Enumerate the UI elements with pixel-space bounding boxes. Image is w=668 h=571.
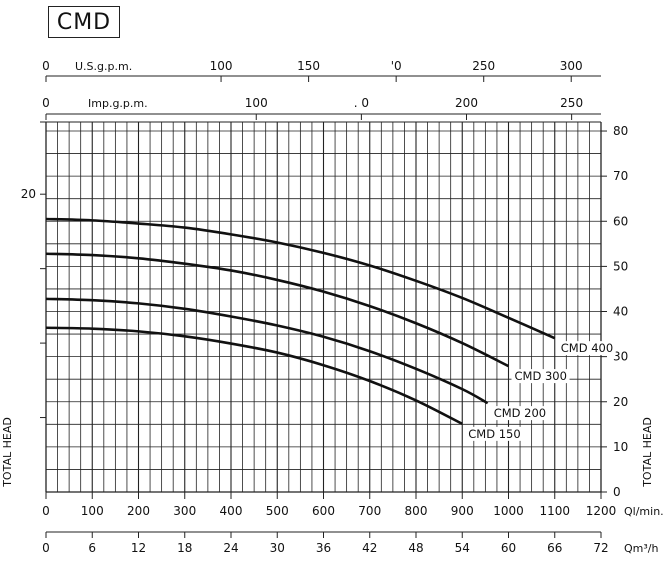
series-label: CMD 300 xyxy=(515,369,567,383)
series-label-bg xyxy=(465,426,524,441)
m3h-tick-label: 48 xyxy=(408,541,423,555)
lmin-tick-label: 0 xyxy=(42,504,50,518)
right-tick-label: 60 xyxy=(613,214,628,228)
usgpm-tick-label: 250 xyxy=(472,59,495,73)
series-line-cmd-300 xyxy=(45,252,510,368)
usgpm-tick-label: 100 xyxy=(210,59,233,73)
right-tick-label: 50 xyxy=(613,259,628,273)
impgpm-tick-label: 250 xyxy=(560,96,583,110)
usgpm-tick-label: 0 xyxy=(42,59,50,73)
m3h-tick-label: 30 xyxy=(270,541,285,555)
m3h-tick-label: 6 xyxy=(88,541,96,555)
lmin-tick-label: 1100 xyxy=(539,504,570,518)
usgpm-tick-label: 300 xyxy=(560,59,583,73)
m3h-tick-label: 66 xyxy=(547,541,562,555)
m3h-tick-label: 60 xyxy=(501,541,516,555)
m3h-tick-label: 42 xyxy=(362,541,377,555)
right-tick-label: 80 xyxy=(613,124,628,138)
series-label: CMD 400 xyxy=(561,341,613,355)
lmin-tick-label: 600 xyxy=(312,504,335,518)
series-label-bg xyxy=(557,341,616,356)
left-axis-title: TOTAL HEAD xyxy=(1,417,14,488)
right-tick-label: 0 xyxy=(613,485,621,499)
impgpm-tick-label: . 0 xyxy=(354,96,369,110)
usgpm-tick-label: '0 xyxy=(391,59,402,73)
lmin-tick-label: 800 xyxy=(405,504,428,518)
usgpm-axis-label: U.S.g.p.m. xyxy=(75,60,132,73)
lmin-tick-label: 500 xyxy=(266,504,289,518)
series-label: CMD 150 xyxy=(468,427,520,441)
series-label-bg xyxy=(490,406,549,421)
left-tick-label: 20 xyxy=(21,187,36,201)
series-label: CMD 200 xyxy=(494,406,546,420)
impgpm-tick-label: 200 xyxy=(455,96,478,110)
lmin-tick-label: 1000 xyxy=(493,504,524,518)
m3h-tick-label: 24 xyxy=(223,541,238,555)
series-line-cmd-400 xyxy=(45,217,556,340)
m3h-tick-label: 54 xyxy=(455,541,470,555)
right-tick-label: 30 xyxy=(613,350,628,364)
impgpm-tick-label: 100 xyxy=(245,96,268,110)
impgpm-tick-label: 0 xyxy=(42,96,50,110)
right-tick-label: 70 xyxy=(613,169,628,183)
impgpm-axis-label: Imp.g.p.m. xyxy=(88,97,148,110)
usgpm-tick-label: 150 xyxy=(297,59,320,73)
right-tick-label: 10 xyxy=(613,440,628,454)
series-line-cmd-200 xyxy=(45,297,489,405)
lmin-tick-label: 300 xyxy=(173,504,196,518)
series-label-bg xyxy=(511,369,570,384)
chart-title: CMD xyxy=(48,6,120,38)
m3h-tick-label: 18 xyxy=(177,541,192,555)
lmin-tick-label: 900 xyxy=(451,504,474,518)
m3h-tick-label: 72 xyxy=(593,541,608,555)
lmin-tick-label: 400 xyxy=(220,504,243,518)
lmin-tick-label: 700 xyxy=(358,504,381,518)
series-line-cmd-150 xyxy=(45,326,463,426)
right-axis-title: TOTAL HEAD xyxy=(641,417,654,488)
m3h-tick-label: 36 xyxy=(316,541,331,555)
right-tick-label: 40 xyxy=(613,305,628,319)
m3h-axis-label: Qm³/h xyxy=(624,542,658,555)
lmin-tick-label: 200 xyxy=(127,504,150,518)
m3h-tick-label: 12 xyxy=(131,541,146,555)
m3h-tick-label: 0 xyxy=(42,541,50,555)
lmin-tick-label: 100 xyxy=(81,504,104,518)
lmin-axis-label: Ql/min. xyxy=(624,505,664,518)
lmin-tick-label: 1200 xyxy=(586,504,617,518)
right-tick-label: 20 xyxy=(613,395,628,409)
